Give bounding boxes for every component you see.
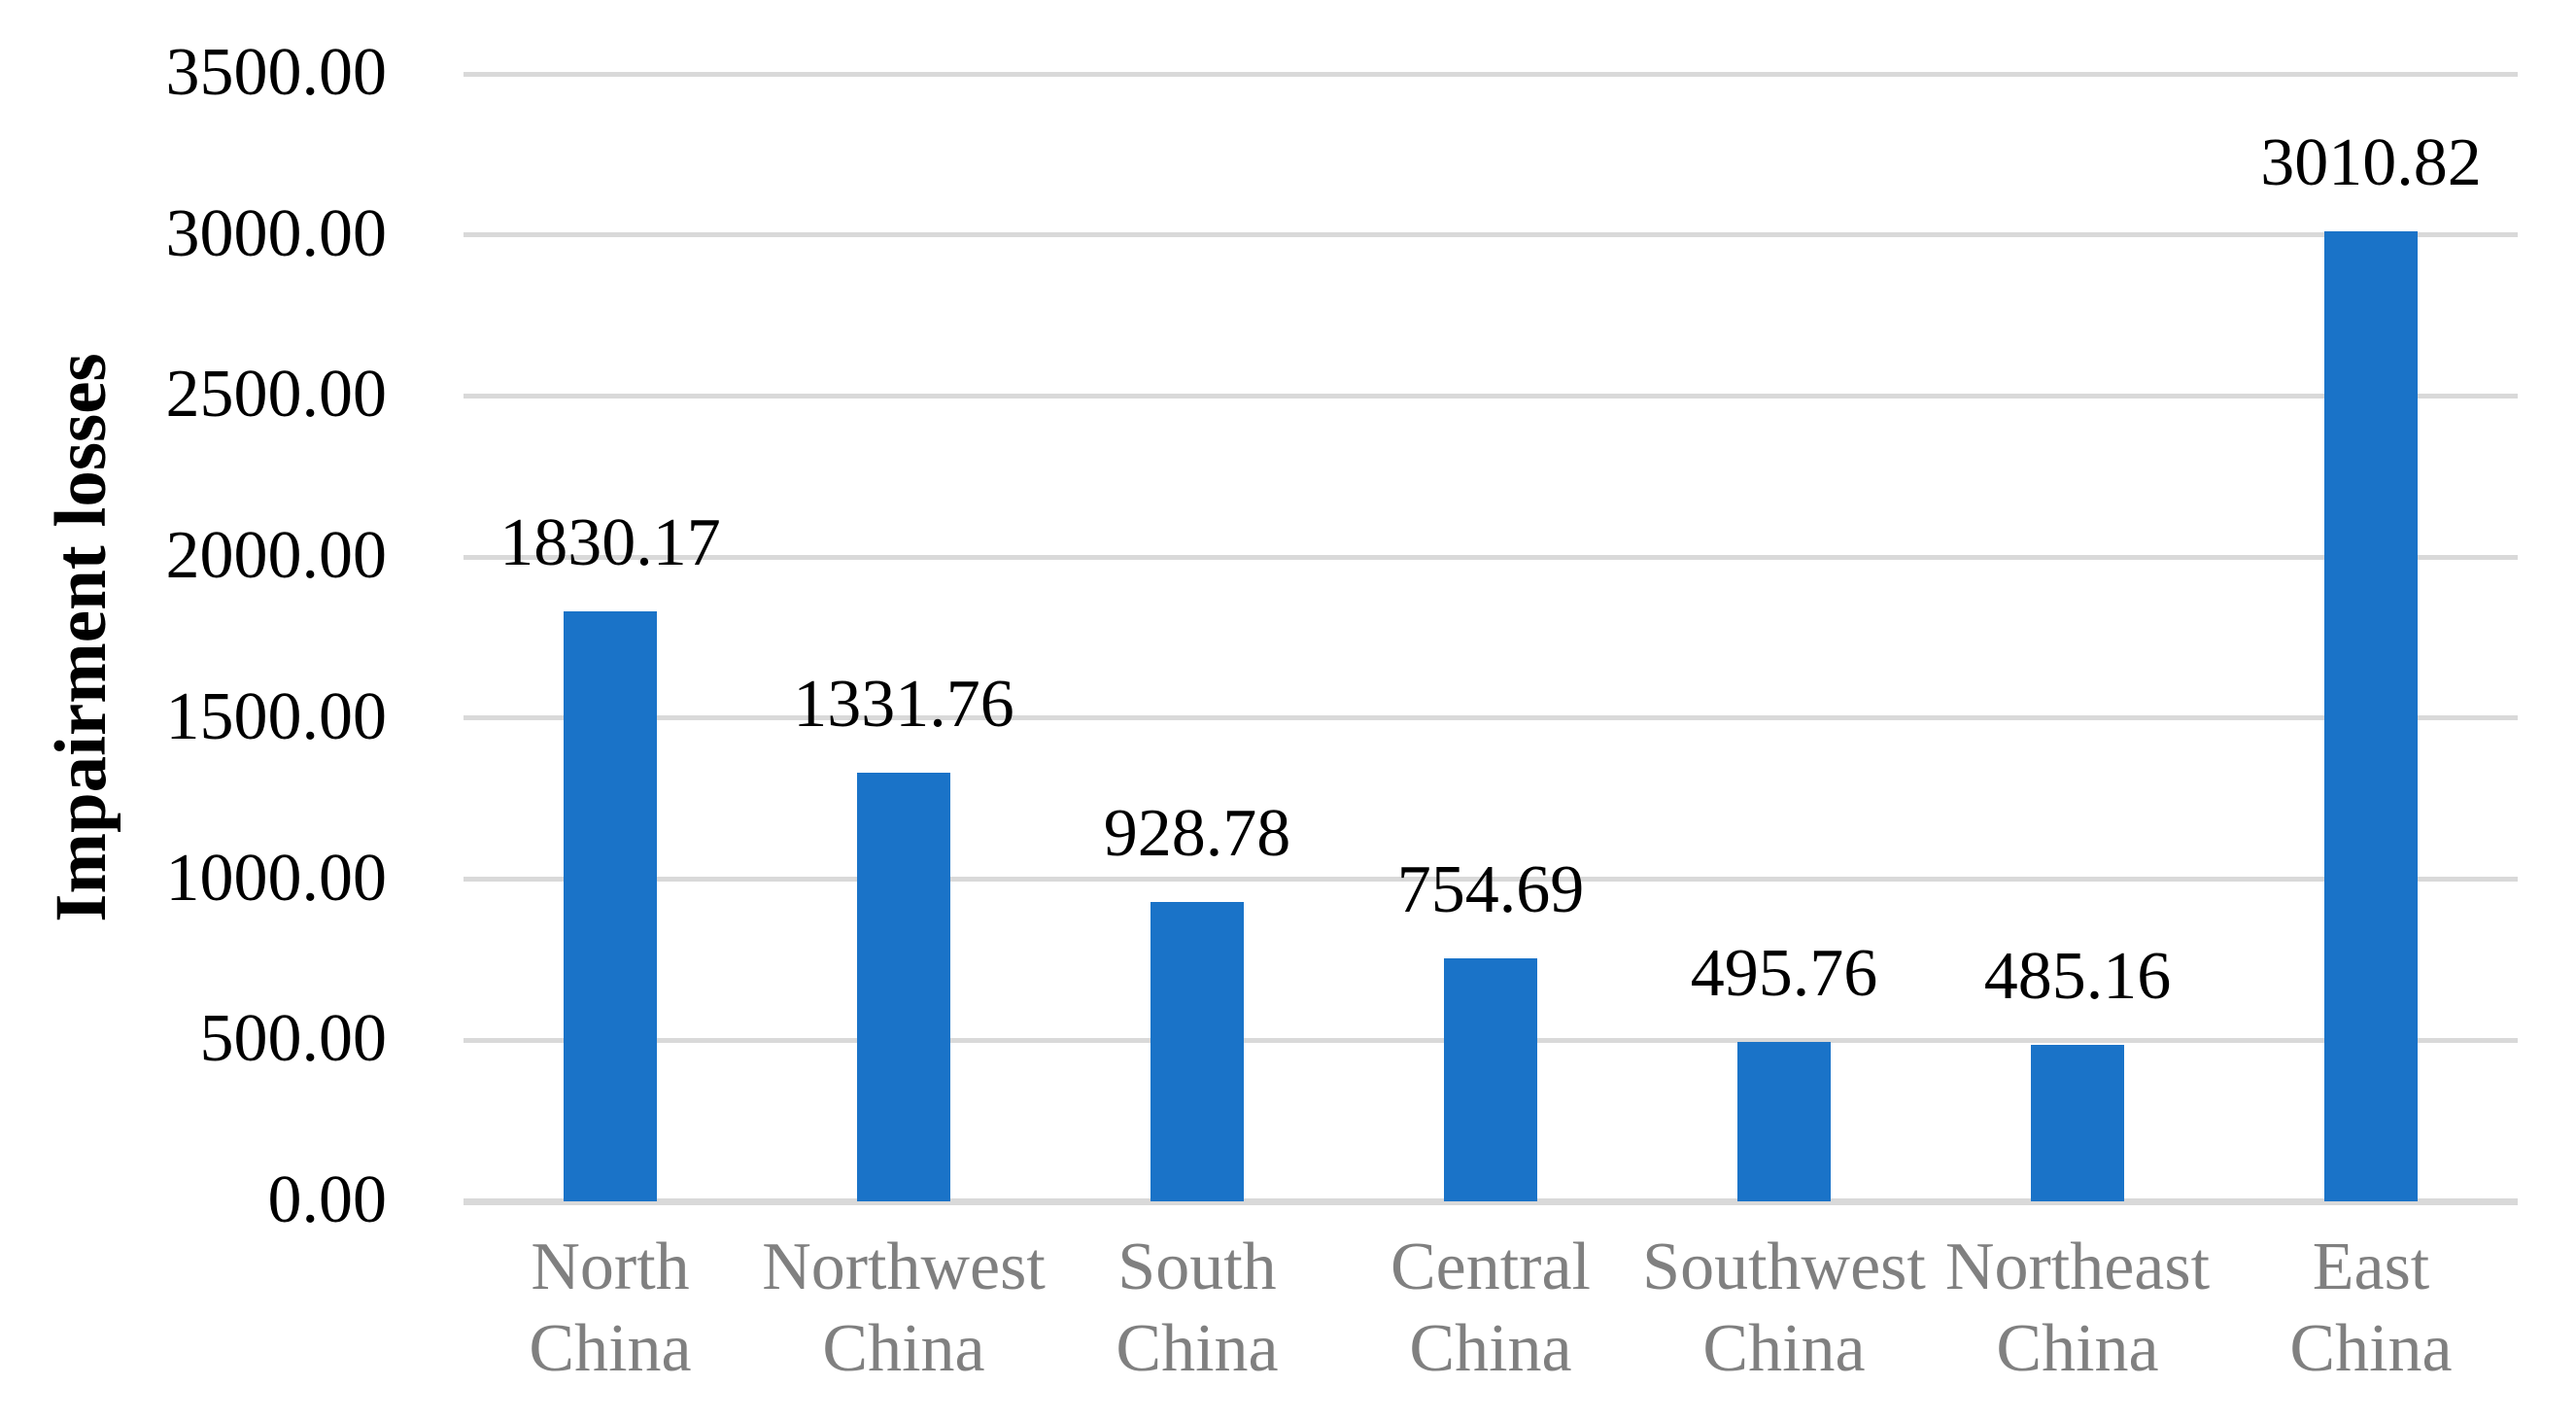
bar xyxy=(857,772,950,1201)
category-label: Northwest China xyxy=(762,1230,1046,1386)
data-label: 1830.17 xyxy=(499,505,721,581)
y-tick-label: 3000.00 xyxy=(165,195,388,271)
data-label: 928.78 xyxy=(1103,796,1291,872)
gridline xyxy=(464,715,2518,721)
data-label: 495.76 xyxy=(1690,935,1878,1011)
category-label: North China xyxy=(529,1230,692,1386)
gridline xyxy=(464,554,2518,560)
bar xyxy=(2324,231,2418,1201)
category-label: East China xyxy=(2289,1230,2453,1386)
data-label: 485.16 xyxy=(1983,939,2172,1015)
y-tick-label: 2000.00 xyxy=(165,518,388,594)
data-label: 1331.76 xyxy=(793,666,1014,742)
data-label: 754.69 xyxy=(1396,851,1585,927)
data-label: 3010.82 xyxy=(2260,125,2482,201)
bar xyxy=(1737,1041,1831,1201)
bar xyxy=(2031,1045,2124,1201)
y-tick-label: 1500.00 xyxy=(165,678,388,754)
gridline xyxy=(464,393,2518,399)
category-label: South China xyxy=(1116,1230,1279,1386)
bar xyxy=(564,611,657,1201)
y-axis-title: Impairment losses xyxy=(41,353,121,922)
bar xyxy=(1151,902,1244,1201)
y-tick-label: 500.00 xyxy=(199,1001,388,1077)
category-label: Northeast China xyxy=(1944,1230,2211,1386)
y-tick-label: 0.00 xyxy=(267,1162,388,1237)
y-tick-label: 2500.00 xyxy=(165,357,388,433)
plot-area xyxy=(464,71,2518,1205)
y-tick-label: 3500.00 xyxy=(165,35,388,110)
gridline xyxy=(464,71,2518,77)
category-label: Southwest China xyxy=(1642,1230,1926,1386)
x-axis-baseline xyxy=(464,1197,2518,1205)
bar xyxy=(1444,957,1537,1201)
gridline xyxy=(464,877,2518,883)
gridline xyxy=(464,232,2518,238)
category-label: Central China xyxy=(1390,1230,1592,1386)
y-tick-label: 1000.00 xyxy=(165,840,388,916)
